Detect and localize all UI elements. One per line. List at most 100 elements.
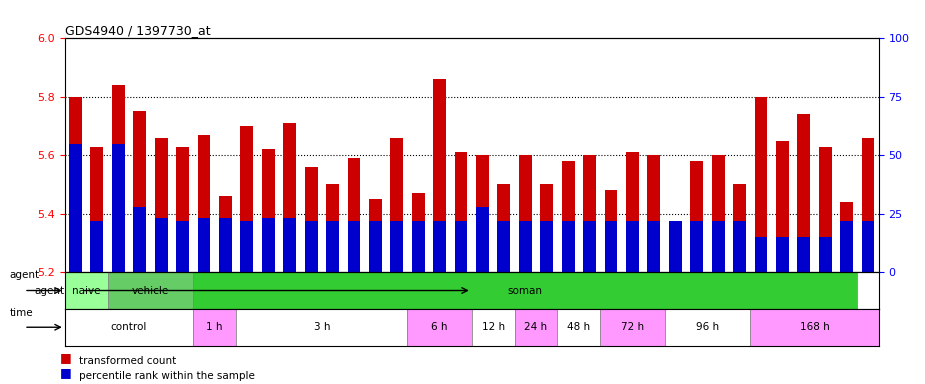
- Bar: [454, 152, 467, 272]
- Bar: [433, 221, 446, 272]
- Text: 3 h: 3 h: [314, 322, 330, 332]
- Bar: [583, 221, 596, 272]
- Text: 48 h: 48 h: [567, 322, 590, 332]
- Text: 1 h: 1 h: [206, 322, 223, 332]
- Bar: [472, 309, 514, 346]
- Bar: [626, 152, 639, 272]
- Bar: [283, 218, 296, 272]
- Bar: [107, 272, 193, 309]
- Bar: [776, 237, 789, 272]
- Text: vehicle: vehicle: [131, 286, 169, 296]
- Bar: [648, 155, 660, 272]
- Bar: [112, 144, 125, 272]
- Bar: [65, 309, 193, 346]
- Bar: [193, 309, 236, 346]
- Bar: [176, 221, 189, 272]
- Bar: [561, 161, 574, 272]
- Bar: [91, 221, 104, 272]
- Bar: [498, 221, 511, 272]
- Bar: [664, 309, 750, 346]
- Bar: [669, 221, 682, 272]
- Bar: [476, 155, 489, 272]
- Text: ■: ■: [60, 366, 72, 379]
- Text: soman: soman: [508, 286, 543, 296]
- Bar: [154, 218, 167, 272]
- Bar: [840, 221, 853, 272]
- Text: agent: agent: [9, 270, 40, 280]
- Text: percentile rank within the sample: percentile rank within the sample: [79, 371, 254, 381]
- Bar: [304, 167, 317, 272]
- Bar: [734, 184, 746, 272]
- Bar: [776, 141, 789, 272]
- Text: control: control: [111, 322, 147, 332]
- Text: 6 h: 6 h: [431, 322, 448, 332]
- Bar: [755, 237, 768, 272]
- Bar: [605, 190, 617, 272]
- Bar: [819, 147, 832, 272]
- Bar: [840, 202, 853, 272]
- Bar: [797, 237, 810, 272]
- Bar: [369, 199, 382, 272]
- Bar: [219, 218, 232, 272]
- Bar: [583, 155, 596, 272]
- Bar: [433, 79, 446, 272]
- Bar: [240, 221, 253, 272]
- Bar: [262, 149, 275, 272]
- Text: time: time: [9, 308, 33, 318]
- Bar: [750, 309, 879, 346]
- Bar: [519, 221, 532, 272]
- Bar: [154, 138, 167, 272]
- Text: ■: ■: [60, 351, 72, 364]
- Bar: [193, 272, 857, 309]
- Text: 24 h: 24 h: [524, 322, 548, 332]
- Bar: [390, 138, 403, 272]
- Bar: [514, 309, 558, 346]
- Bar: [412, 193, 425, 272]
- Text: transformed count: transformed count: [79, 356, 176, 366]
- Bar: [819, 237, 832, 272]
- Bar: [797, 114, 810, 272]
- Bar: [476, 207, 489, 272]
- Bar: [561, 221, 574, 272]
- Bar: [219, 196, 232, 272]
- Bar: [91, 147, 104, 272]
- Text: 12 h: 12 h: [482, 322, 505, 332]
- Bar: [198, 218, 210, 272]
- Bar: [690, 221, 703, 272]
- Bar: [69, 144, 82, 272]
- Bar: [519, 155, 532, 272]
- Bar: [755, 97, 768, 272]
- Bar: [690, 161, 703, 272]
- Bar: [626, 221, 639, 272]
- Bar: [327, 221, 339, 272]
- Bar: [648, 221, 660, 272]
- Bar: [540, 184, 553, 272]
- Bar: [369, 221, 382, 272]
- Bar: [412, 221, 425, 272]
- Bar: [348, 158, 361, 272]
- Bar: [861, 138, 874, 272]
- Bar: [408, 309, 472, 346]
- Text: naive: naive: [72, 286, 101, 296]
- Bar: [498, 184, 511, 272]
- Text: 168 h: 168 h: [799, 322, 830, 332]
- Text: 96 h: 96 h: [696, 322, 719, 332]
- Bar: [669, 234, 682, 272]
- Bar: [558, 309, 600, 346]
- Bar: [390, 221, 403, 272]
- Bar: [176, 147, 189, 272]
- Text: GDS4940 / 1397730_at: GDS4940 / 1397730_at: [65, 24, 210, 37]
- Bar: [262, 218, 275, 272]
- Bar: [540, 221, 553, 272]
- Bar: [711, 155, 724, 272]
- Bar: [112, 85, 125, 272]
- Bar: [198, 135, 210, 272]
- Text: agent: agent: [34, 286, 65, 296]
- Bar: [133, 207, 146, 272]
- Bar: [65, 272, 107, 309]
- Bar: [734, 221, 746, 272]
- Bar: [240, 126, 253, 272]
- Bar: [283, 123, 296, 272]
- Text: 72 h: 72 h: [621, 322, 644, 332]
- Bar: [600, 309, 664, 346]
